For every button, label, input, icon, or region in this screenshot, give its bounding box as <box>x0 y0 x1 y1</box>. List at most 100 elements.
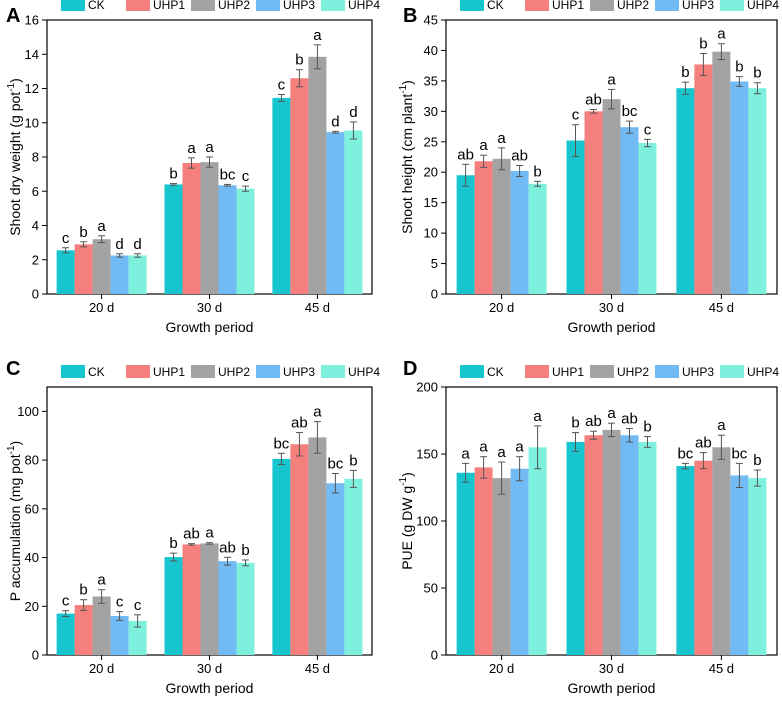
significance-letter: a <box>187 140 196 157</box>
legend-label: UHP4 <box>348 365 380 379</box>
x-axis-label: Growth period <box>166 319 254 335</box>
legend-label: CK <box>487 0 504 12</box>
y-axis-label-main: Shoot dry weight (g pot <box>7 92 23 236</box>
y-tick-label: 25 <box>424 134 438 149</box>
x-tick-label: 30 d <box>197 661 222 676</box>
bar-uhp2 <box>712 447 731 655</box>
y-tick-label: 16 <box>25 13 39 28</box>
y-tick-label: 40 <box>424 43 438 58</box>
significance-letter: a <box>479 439 488 456</box>
significance-letter: a <box>717 417 726 434</box>
significance-letter: a <box>497 130 506 147</box>
y-tick-label: 10 <box>424 226 438 241</box>
significance-letter: bc <box>273 435 289 452</box>
legend-label: UHP3 <box>682 0 714 12</box>
significance-letter: d <box>133 236 141 253</box>
bar-uhp1 <box>290 78 309 294</box>
significance-letter: d <box>349 104 357 121</box>
y-tick-label: 20 <box>424 165 438 180</box>
significance-letter: a <box>533 408 542 425</box>
y-tick-label: 100 <box>416 514 438 529</box>
bar-uhp2 <box>712 51 731 294</box>
bar-uhp3 <box>110 255 129 294</box>
bar-uhp4 <box>528 447 547 655</box>
bar-uhp2 <box>92 239 111 294</box>
legend-label: UHP1 <box>153 365 185 379</box>
y-tick-label: 150 <box>416 447 438 462</box>
significance-letter: c <box>644 121 652 138</box>
y-tick-label: 15 <box>424 195 438 210</box>
significance-letter: a <box>461 445 470 462</box>
bar-uhp1 <box>474 467 493 655</box>
y-axis-label-main: P accumulation (mg pot <box>7 454 23 601</box>
y-tick-label: 45 <box>424 13 438 28</box>
y-tick-label: 80 <box>25 453 39 468</box>
bar-ck <box>56 613 75 655</box>
y-axis-label-end: ) <box>7 78 23 83</box>
y-axis-label: Shoot height (cm plant-1) <box>398 80 415 234</box>
legend: CK UHP1 UHP2 UHP3 UHP4 <box>460 0 779 12</box>
significance-letter: b <box>169 166 177 183</box>
y-axis-label-sup: -1 <box>398 476 409 485</box>
significance-letter: bc <box>622 103 638 120</box>
y-axis-label-main: PUE (g DW g <box>399 486 415 570</box>
bar-uhp1 <box>584 111 603 294</box>
significance-letter: ab <box>183 526 200 543</box>
legend: CK UHP1 UHP2 UHP3 UHP4 <box>61 0 380 12</box>
significance-letter: a <box>479 137 488 154</box>
significance-letter: bc <box>327 455 343 472</box>
significance-letter: b <box>643 419 651 436</box>
bar-uhp1 <box>584 435 603 655</box>
significance-letter: a <box>607 71 616 88</box>
legend-label: UHP2 <box>218 365 250 379</box>
bar-uhp3 <box>620 127 639 294</box>
x-tick-label: 30 d <box>599 300 624 315</box>
legend-swatch-uhp1 <box>525 0 549 11</box>
y-tick-label: 40 <box>25 550 39 565</box>
y-tick-label: 0 <box>32 287 39 302</box>
legend-swatch-uhp2 <box>191 0 215 11</box>
x-tick-label: 20 d <box>489 661 514 676</box>
legend-label: UHP4 <box>747 365 779 379</box>
bar-uhp2 <box>602 99 621 295</box>
panel-c: C 0 20 40 60 80 100 P accumulation (mg pot-1) Gr… <box>6 358 380 696</box>
significance-letter: bc <box>220 166 236 183</box>
significance-letter: b <box>753 65 761 82</box>
panel-label: D <box>403 358 417 380</box>
significance-letter: ab <box>585 413 602 430</box>
significance-letter: b <box>699 35 707 52</box>
bar-uhp4 <box>128 620 147 655</box>
legend: CK UHP1 UHP2 UHP3 UHP4 <box>460 365 779 379</box>
y-tick-label: 30 <box>424 104 438 119</box>
legend-swatch-uhp1 <box>525 365 549 378</box>
bar-uhp2 <box>200 162 219 294</box>
significance-letter: b <box>349 452 357 469</box>
bar-uhp3 <box>218 561 237 655</box>
y-axis-label-sup: -1 <box>398 84 409 93</box>
bar-uhp1 <box>74 605 93 655</box>
x-axis-label: Growth period <box>166 680 254 696</box>
x-axis-label: Growth period <box>568 680 656 696</box>
significance-letter: b <box>571 415 579 432</box>
bar-uhp1 <box>290 444 309 655</box>
panel-d: D 0 50 100 150 200 PUE (g DW g-1) Growth period… <box>398 358 779 696</box>
bar-uhp4 <box>236 562 255 655</box>
bar-uhp3 <box>326 132 345 294</box>
significance-letter: b <box>169 535 177 552</box>
significance-letter: a <box>97 572 106 589</box>
bar-uhp3 <box>730 81 749 295</box>
panel-b: B 0 5 10 15 20 25 30 35 40 45 Shoot height (cm plan… <box>398 0 779 335</box>
legend-swatch-uhp3 <box>655 365 679 378</box>
y-tick-label: 6 <box>32 184 39 199</box>
legend-swatch-ck <box>460 0 484 11</box>
bar-ck <box>456 175 475 294</box>
bar-uhp2 <box>602 429 621 655</box>
legend-swatch-uhp2 <box>590 0 614 11</box>
y-tick-label: 0 <box>431 648 438 663</box>
y-tick-label: 100 <box>17 404 39 419</box>
significance-letter: ab <box>511 148 528 165</box>
bar-uhp2 <box>308 437 327 655</box>
bar-uhp4 <box>748 478 767 655</box>
significance-letter: b <box>735 59 743 76</box>
legend-swatch-uhp3 <box>256 365 280 378</box>
